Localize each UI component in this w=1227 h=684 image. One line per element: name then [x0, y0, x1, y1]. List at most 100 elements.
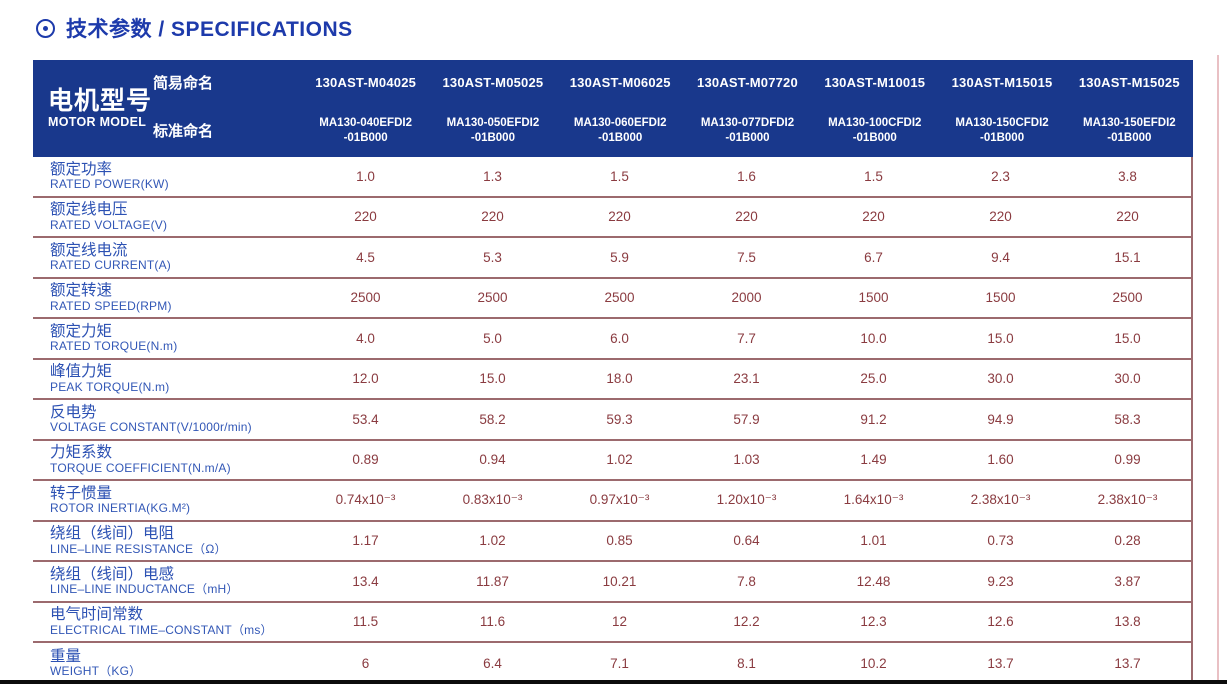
simple-name-label: 简易命名: [153, 74, 214, 92]
value-cell: 2500: [604, 290, 635, 306]
table-row: 额定力矩 RATED TORQUE(N.m) 4.0 5.0 6.0 7.7 10.0 15.…: [33, 319, 1191, 360]
value-cell: 220: [481, 209, 504, 225]
model-standard-name-line2: -01B000: [470, 131, 515, 144]
parameter-label-en: RATED VOLTAGE(V): [50, 217, 168, 232]
parameter-label-cn: 额定线电压: [50, 201, 128, 219]
value-cell: 0.85: [606, 533, 633, 549]
model-simple-name: 130AST-M05025: [442, 74, 544, 90]
parameter-label-cn: 力矩系数: [50, 444, 113, 462]
page-bottom-edge-bar: [0, 680, 1227, 684]
value-cell: 1.49: [860, 452, 887, 468]
page-title-text: 技术参数 / SPECIFICATIONS: [66, 18, 353, 41]
bullet-circle-icon: [36, 18, 55, 38]
value-cell: 4.0: [356, 330, 375, 346]
model-standard-name: MA130-150CFDI2 -01B000: [938, 104, 1065, 157]
value-cell: 30.0: [987, 371, 1014, 387]
specifications-table: 电机型号 MOTOR MODEL 简易命名 标准命名 130AST-M04025…: [33, 60, 1193, 684]
parameter-label-en: ROTOR INERTIA(KG.M²): [50, 501, 191, 516]
value-cell: 15.0: [1114, 330, 1141, 346]
page-right-edge-line: [1217, 55, 1219, 684]
parameter-label-en: LINE–LINE RESISTANCE（Ω）: [50, 541, 227, 556]
value-cell: 6.0: [610, 330, 629, 346]
table-row: 额定线电流 RATED CURRENT(A) 4.5 5.3 5.9 7.5 6.7 9.4 1…: [33, 238, 1191, 279]
value-cell: 15.0: [987, 330, 1014, 346]
table-row: 峰值力矩 PEAK TORQUE(N.m) 12.0 15.0 18.0 23.1 25.0…: [33, 360, 1191, 400]
value-cell: 7.1: [610, 655, 629, 671]
value-cell: 13.7: [987, 655, 1014, 671]
value-cell: 8.1: [737, 655, 756, 671]
model-simple-name: 130AST-M06025: [569, 74, 671, 90]
value-cell: 25.0: [860, 371, 887, 387]
parameter-label: 额定线电流 RATED CURRENT(A): [33, 238, 302, 277]
table-row: 绕组（线间）电感 LINE–LINE INDUCTANCE（mH） 13.4 11.8…: [33, 562, 1191, 603]
parameter-label-cn: 电气时间常数: [50, 606, 144, 624]
table-header: 电机型号 MOTOR MODEL 简易命名 标准命名 130AST-M04025…: [33, 60, 1193, 157]
parameter-label: 重量 WEIGHT（KG）: [33, 643, 302, 684]
parameter-label-en: RATED SPEED(RPM): [50, 298, 172, 313]
value-cell: 1.6: [737, 168, 756, 184]
table-row: 额定线电压 RATED VOLTAGE(V) 220 220 220 220 220 220 2…: [33, 198, 1191, 238]
parameter-label-cn: 额定线电流: [50, 241, 128, 259]
value-cell: 59.3: [606, 411, 633, 427]
model-column-header: 130AST-M04025 MA130-040EFDI2 -01B000: [302, 60, 429, 157]
value-cell: 1.64x10⁻³: [843, 492, 904, 508]
model-column-header: 130AST-M15015 MA130-150CFDI2 -01B000: [938, 60, 1065, 157]
model-simple-name: 130AST-M10015: [824, 74, 926, 90]
parameter-label: 峰值力矩 PEAK TORQUE(N.m): [33, 360, 302, 399]
value-cell: 9.4: [991, 249, 1010, 265]
value-cell: 23.1: [733, 371, 760, 387]
parameter-label: 电气时间常数 ELECTRICAL TIME–CONSTANT（ms）: [33, 603, 302, 642]
value-cell: 3.8: [1118, 168, 1137, 184]
parameter-label-cn: 额定转速: [50, 282, 113, 300]
value-cell: 1.02: [606, 452, 633, 468]
model-standard-name-line1: MA130-060EFDI2: [573, 116, 667, 129]
naming-labels: 简易命名 标准命名: [153, 60, 302, 157]
value-cell: 0.83x10⁻³: [462, 492, 523, 508]
parameter-label-cn: 绕组（线间）电阻: [50, 525, 175, 543]
parameter-label-en: WEIGHT（KG）: [50, 664, 142, 679]
value-cell: 13.8: [1114, 614, 1141, 630]
model-simple-name: 130AST-M15015: [951, 74, 1053, 90]
parameter-label-en: LINE–LINE INDUCTANCE（mH）: [50, 582, 239, 597]
value-cell: 1.0: [356, 168, 375, 184]
model-standard-name: MA130-100CFDI2 -01B000: [811, 104, 938, 157]
value-cell: 0.97x10⁻³: [589, 492, 650, 508]
value-cell: 12: [611, 614, 628, 630]
value-cell: 91.2: [860, 411, 887, 427]
value-cell: 1.5: [610, 168, 629, 184]
parameter-label: 绕组（线间）电阻 LINE–LINE RESISTANCE（Ω）: [33, 522, 302, 561]
model-column-header: 130AST-M10015 MA130-100CFDI2 -01B000: [811, 60, 938, 157]
model-column-header: 130AST-M05025 MA130-050EFDI2 -01B000: [429, 60, 556, 157]
value-cell: 15.1: [1114, 249, 1141, 265]
model-standard-name: MA130-040EFDI2 -01B000: [302, 104, 429, 157]
parameter-label-en: RATED CURRENT(A): [50, 258, 171, 273]
model-standard-name-line1: MA130-150CFDI2: [955, 116, 1049, 129]
parameter-label-en: VOLTAGE CONSTANT(V/1000r/min): [50, 420, 252, 435]
model-standard-name-line1: MA130-077DFDI2: [700, 116, 795, 129]
value-cell: 0.73: [987, 533, 1014, 549]
parameter-label: 转子惯量 ROTOR INERTIA(KG.M²): [33, 481, 302, 520]
table-row: 绕组（线间）电阻 LINE–LINE RESISTANCE（Ω） 1.17 1.02 0…: [33, 522, 1191, 562]
model-standard-name-line2: -01B000: [343, 131, 388, 144]
table-body: 额定功率 RATED POWER(KW) 1.0 1.3 1.5 1.6 1.5 2.3 3.8…: [33, 157, 1193, 684]
value-cell: 220: [989, 209, 1012, 225]
motor-model-label: 电机型号 MOTOR MODEL: [33, 60, 153, 157]
value-cell: 0.89: [352, 452, 379, 468]
value-cell: 2500: [1112, 290, 1143, 306]
value-cell: 11.5: [352, 614, 379, 630]
parameter-label-en: RATED TORQUE(N.m): [50, 339, 178, 354]
value-cell: 12.48: [856, 573, 891, 589]
model-standard-name-line1: MA130-100CFDI2: [828, 116, 922, 129]
value-cell: 220: [354, 209, 377, 225]
model-standard-name: MA130-150EFDI2 -01B000: [1066, 104, 1193, 157]
motor-model-label-en: MOTOR MODEL: [48, 115, 147, 130]
value-cell: 9.23: [987, 573, 1014, 589]
value-cell: 1500: [858, 290, 889, 306]
value-cell: 94.9: [987, 411, 1014, 427]
value-cell: 0.74x10⁻³: [335, 492, 396, 508]
value-cell: 2.3: [991, 168, 1010, 184]
table-row: 额定功率 RATED POWER(KW) 1.0 1.3 1.5 1.6 1.5 2.3 3.8: [33, 157, 1191, 198]
value-cell: 1.20x10⁻³: [716, 492, 777, 508]
value-cell: 53.4: [352, 411, 379, 427]
